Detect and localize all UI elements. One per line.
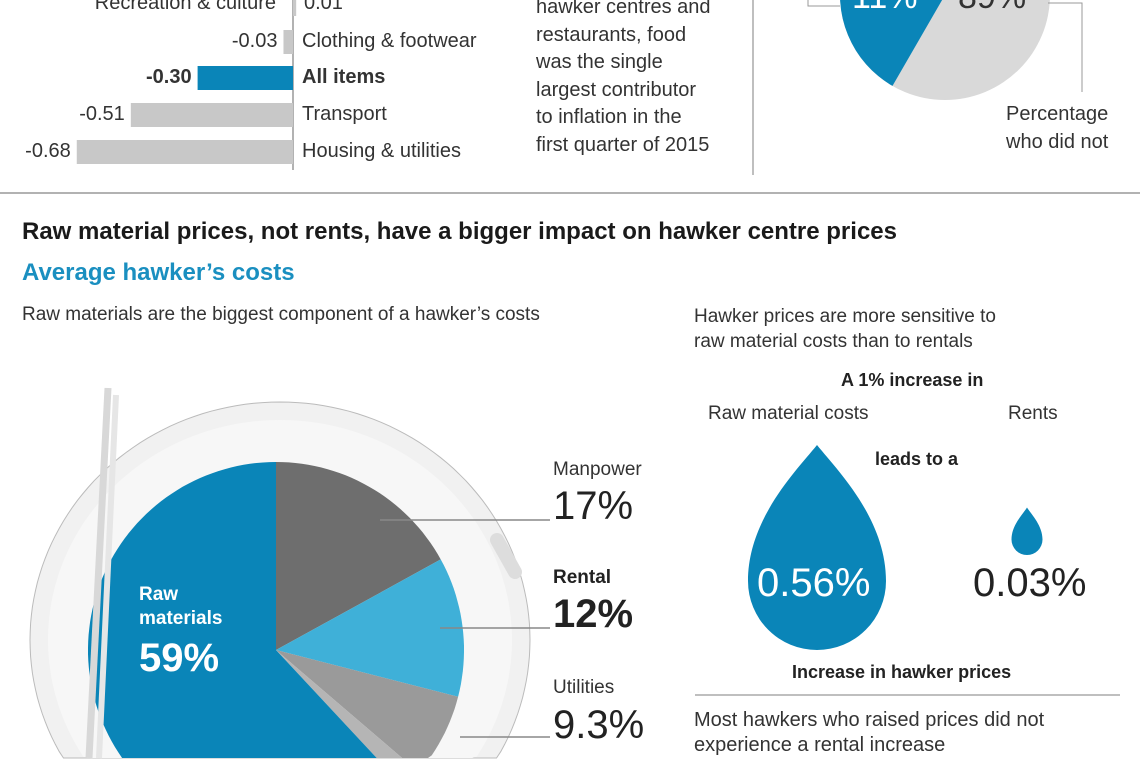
annotation-line: who did not: [1006, 131, 1109, 153]
rental-label: Rental: [553, 567, 612, 588]
bar: [293, 0, 297, 16]
right-footer: Most hawkers who raised prices did not e…: [694, 708, 1044, 758]
chopstick: [85, 387, 112, 759]
pie-annotation: Percentage who did not: [1006, 100, 1108, 156]
cost-pie-slice: [276, 650, 459, 758]
bar: [283, 30, 293, 54]
top-note: hawker centres and restaurants, food was…: [536, 0, 711, 159]
utilities-value: 9.3%: [553, 703, 645, 747]
cost-pie-slice: [276, 559, 464, 697]
bar-category-label: All items: [302, 66, 386, 88]
footer-line: Most hawkers who raised prices did not: [694, 709, 1045, 731]
bar: [197, 66, 293, 90]
pie-label-yes: 11%: [852, 0, 918, 17]
rents-label: Rents: [1008, 403, 1058, 424]
note-line: restaurants, food: [536, 23, 687, 46]
raw-drop-value: 0.56%: [757, 561, 871, 605]
note-line: to inflation in the: [536, 106, 682, 128]
manpower-label: Manpower: [553, 459, 642, 480]
raw-material-drop: [748, 445, 886, 650]
note-line: first quarter of 2015: [536, 133, 710, 156]
raw-materials-label: Raw materials: [139, 583, 222, 631]
pie-label-no: 89%: [958, 0, 1026, 17]
rental-value: 12%: [553, 592, 634, 636]
result-label: Increase in hawker prices: [792, 662, 1012, 682]
utilities-label: Utilities: [553, 677, 615, 698]
rents-drop-value: 0.03%: [973, 561, 1087, 605]
manpower-value: 17%: [553, 484, 634, 528]
right-intro: Hawker prices are more sensitive to raw …: [694, 304, 996, 354]
bar-value-label: -0.51: [79, 103, 125, 125]
label-line: materials: [139, 608, 223, 629]
leads-to-label: leads to a: [875, 449, 959, 469]
cost-pie-slice: [88, 462, 377, 758]
bar-value-label: 0.01: [304, 0, 343, 14]
annotation-line: Percentage: [1006, 103, 1109, 125]
spoon-handle: [490, 533, 522, 579]
chopstick: [96, 394, 119, 759]
note-line: hawker centres and: [536, 0, 711, 18]
footer-line: experience a rental increase: [694, 734, 946, 756]
bar: [76, 140, 293, 164]
raw-material-costs-label: Raw material costs: [708, 403, 869, 424]
bar-value-label: -0.30: [146, 66, 192, 88]
leader-line: [807, 0, 840, 7]
leader-line: [1048, 2, 1083, 92]
bar-category-label: Housing & utilities: [302, 140, 461, 162]
intro-line: raw material costs than to rentals: [694, 331, 973, 352]
label-line: Raw: [139, 584, 179, 605]
bar: [130, 103, 293, 127]
bar-value-label: -0.68: [25, 140, 71, 162]
bar-category-label: Clothing & footwear: [302, 30, 477, 52]
intro-line: Hawker prices are more sensitive to: [694, 306, 996, 327]
increase-in-label: A 1% increase in: [841, 370, 984, 390]
section-subtitle: Raw materials are the biggest component …: [22, 304, 540, 325]
pie-slice-yes: [840, 0, 943, 86]
note-line: was the single: [536, 51, 663, 73]
bar-category-label: Recreation & culture: [94, 0, 276, 14]
cost-pie-slice: [276, 650, 403, 758]
bar-value-label: -0.03: [231, 30, 278, 52]
note-line: largest contributor: [536, 78, 697, 101]
raw-materials-value: 59%: [139, 636, 220, 680]
cost-pie-slice: [276, 462, 441, 650]
rents-drop: [1011, 507, 1043, 555]
bar-category-label: Transport: [302, 103, 387, 125]
headline: Raw material prices, not rents, have a b…: [22, 218, 897, 245]
section-title: Average hawker’s costs: [22, 259, 295, 286]
